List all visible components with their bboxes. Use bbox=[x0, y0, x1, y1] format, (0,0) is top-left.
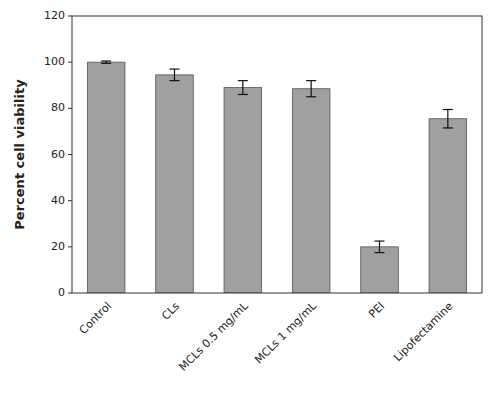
y-tick bbox=[68, 293, 72, 294]
x-tick-label: Lipofectamine bbox=[391, 299, 456, 364]
error-bar bbox=[101, 61, 111, 63]
x-tick-label: MCLs 0.5 mg/mL bbox=[177, 299, 252, 374]
bar bbox=[87, 62, 125, 293]
bar bbox=[156, 75, 194, 293]
y-tick-label: 20 bbox=[51, 240, 65, 253]
chart-svg: 0 20 40 60 80 100 120 Control CLsMCLs 0.5 mg/mLM… bbox=[0, 0, 500, 393]
bar bbox=[224, 88, 262, 293]
error-bar bbox=[375, 241, 385, 253]
bar bbox=[361, 247, 399, 293]
x-tick-label: PEI bbox=[366, 300, 387, 321]
y-tick bbox=[68, 200, 72, 201]
bar bbox=[292, 89, 330, 293]
y-tick-label: 60 bbox=[51, 148, 65, 161]
chart-container: 0 20 40 60 80 100 120 Control CLsMCLs 0.5 mg/mLM… bbox=[0, 0, 500, 393]
y-tick bbox=[68, 16, 72, 17]
y-tick-label: 100 bbox=[44, 55, 65, 68]
y-tick-label: 0 bbox=[58, 286, 65, 299]
x-tick-label: MCLs 1 mg/mL bbox=[252, 299, 319, 366]
y-tick bbox=[68, 108, 72, 109]
x-tick-label: CLs bbox=[159, 299, 182, 322]
y-tick bbox=[68, 62, 72, 63]
bar bbox=[429, 119, 467, 293]
y-tick bbox=[68, 154, 72, 155]
x-tick-label: Control bbox=[77, 300, 114, 337]
y-tick-label: 80 bbox=[51, 101, 65, 114]
y-tick-label: 120 bbox=[44, 9, 65, 22]
error-bar bbox=[443, 109, 453, 127]
plot-area bbox=[87, 61, 466, 293]
plot-frame bbox=[72, 16, 482, 293]
y-axis-label: Percent cell viability bbox=[12, 79, 27, 230]
y-tick bbox=[68, 246, 72, 247]
y-tick-label: 40 bbox=[51, 194, 65, 207]
error-bar bbox=[238, 81, 248, 95]
error-bar bbox=[170, 69, 180, 81]
error-bar bbox=[306, 81, 316, 97]
